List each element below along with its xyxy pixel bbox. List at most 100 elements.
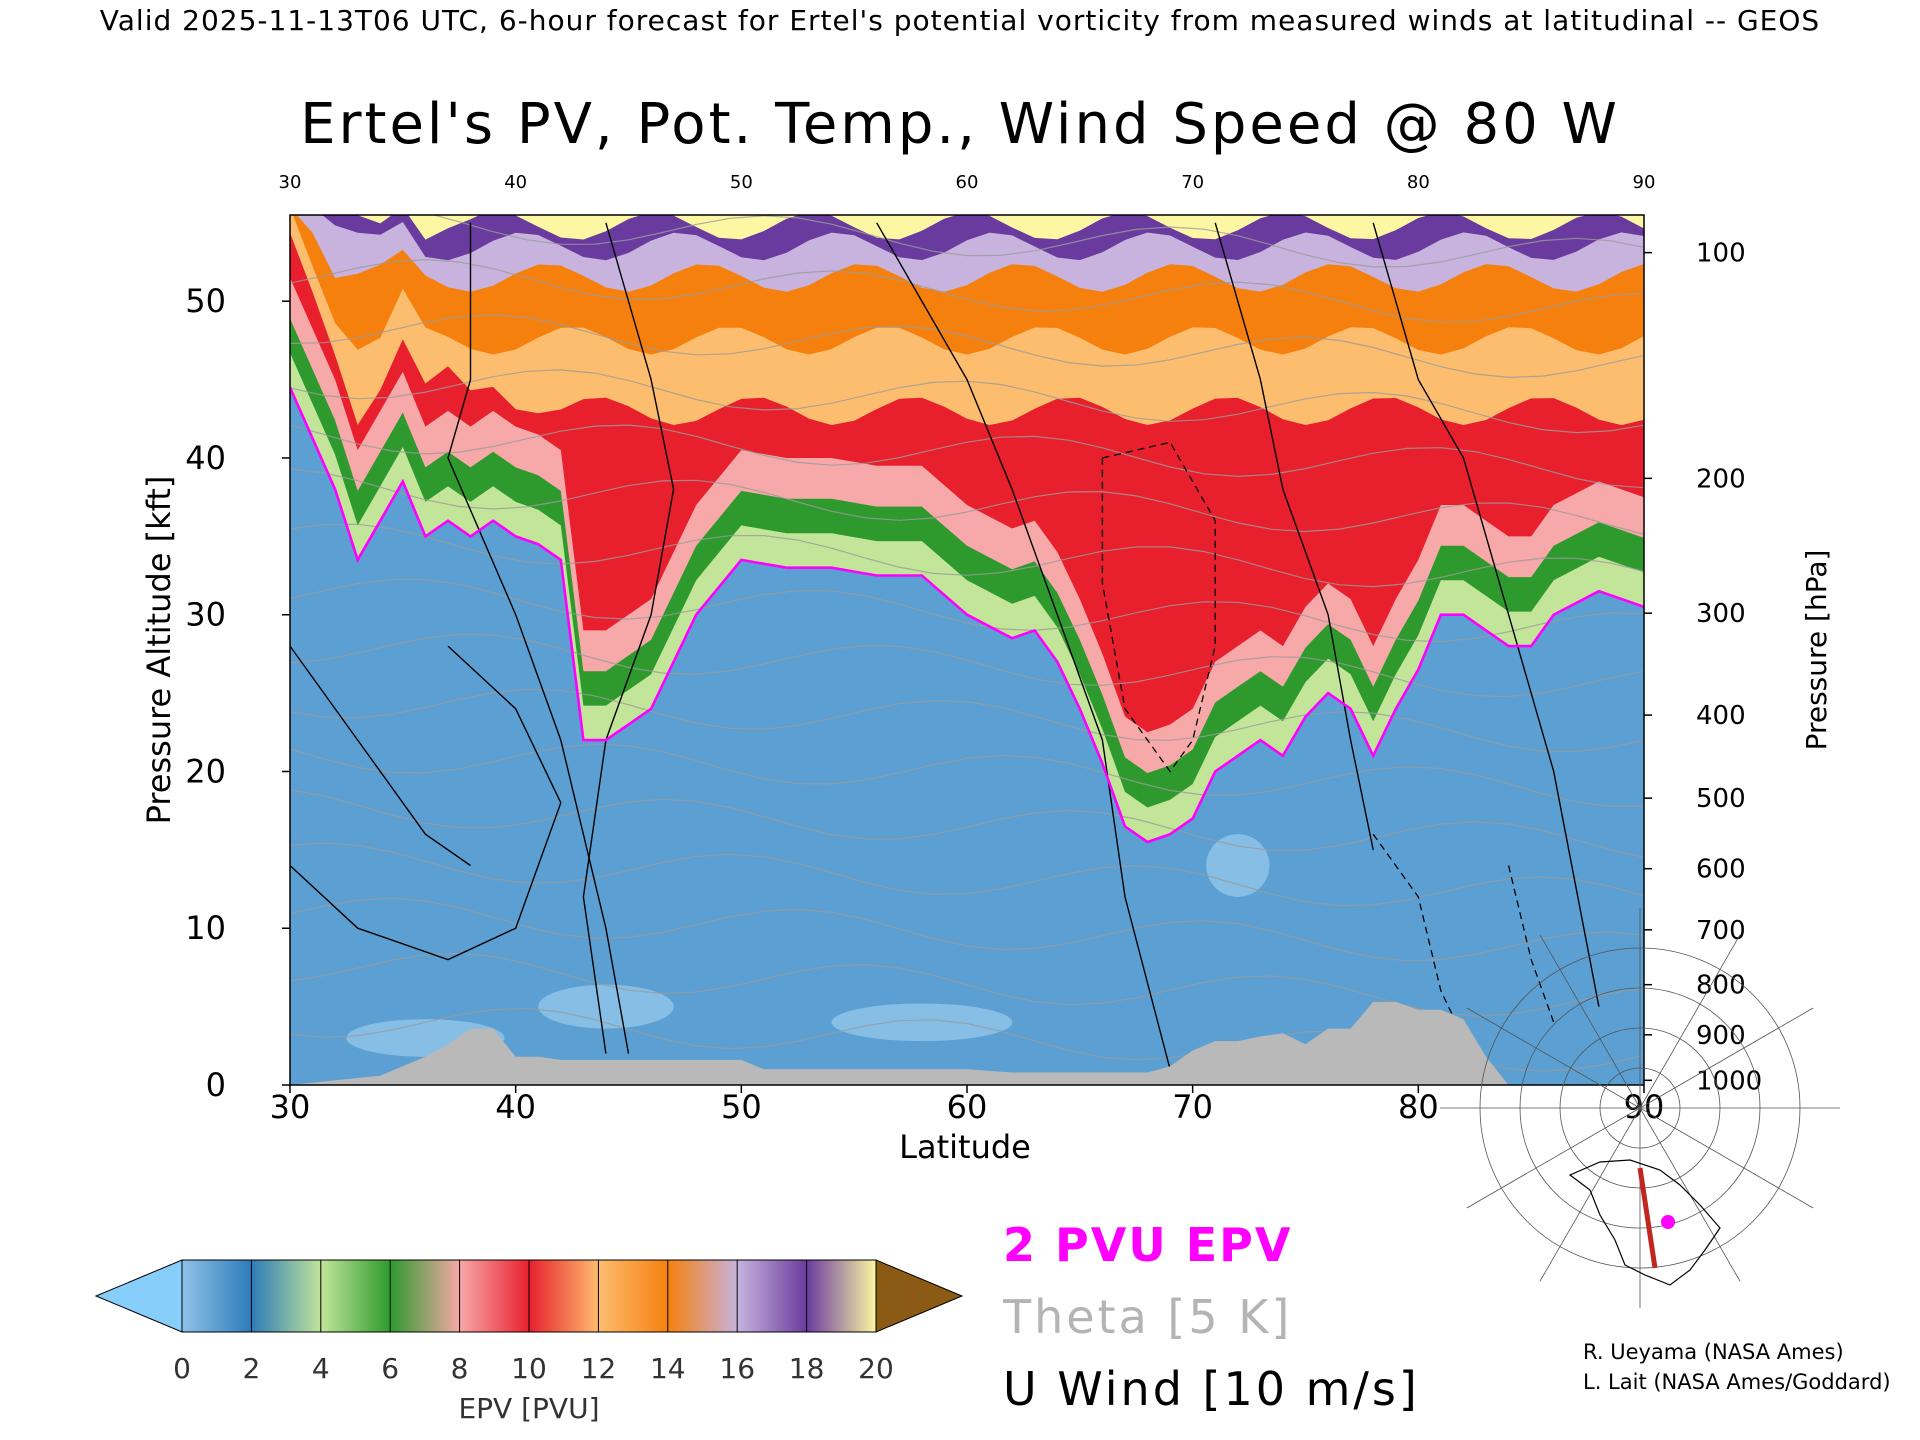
pv-2pvu-boundary [290,386,1644,844]
right-y-tick-label: 300 [1696,599,1746,629]
right-y-tick-label: 800 [1696,971,1746,1001]
x-tick-label: 30 [270,1088,311,1126]
right-y-axis-label: Pressure [hPa] [1800,550,1833,751]
theta-contour [290,688,1644,753]
x-tick-label: 80 [1398,1088,1439,1126]
colorbar-segment [667,1260,738,1332]
colorbar-segment [390,1260,461,1332]
colorbar-segment [598,1260,669,1332]
theta-contour [290,258,1644,323]
colorbar-segment [182,1260,252,1332]
top-x-tick-label: 70 [1181,172,1204,193]
inset-meridian [1639,1107,1814,1209]
inset-transect [1637,1167,1658,1269]
top-x-tick-label: 50 [730,172,753,193]
top-x-tick-label: 30 [279,172,302,193]
colorbar-tick-label: 6 [381,1352,399,1385]
pv-band-18-20 [290,215,1644,240]
credit-line-2: L. Lait (NASA Ames/Goddard) [1583,1370,1891,1394]
top-x-tick-label: 60 [956,172,979,193]
x-tick-label: 60 [947,1088,988,1126]
legend-u-wind: U Wind [10 m/s] [1003,1362,1420,1416]
colorbar-tick-label: 20 [858,1352,894,1385]
left-y-tick-label: 10 [185,909,226,947]
x-tick-label: 50 [721,1088,762,1126]
colorbar-tick-label: 2 [242,1352,260,1385]
colorbar-frame [181,1259,877,1333]
x-tick-label: 40 [495,1088,536,1126]
u-wind-contour-negative [1372,833,1465,1039]
right-y-tick-label: 400 [1696,701,1746,731]
right-y-tick-label: 100 [1696,239,1746,269]
pv-low-patch [538,984,674,1029]
inset-meridian [1466,1107,1641,1209]
top-x-tick-label: 40 [504,172,527,193]
chart-title: Ertel's PV, Pot. Temp., Wind Speed @ 80 … [300,92,1620,157]
u-wind-contour [876,222,1171,1070]
contour-overlays [290,215,1644,1085]
pv-low-patch [831,1003,1013,1042]
terrain [290,1001,1644,1085]
right-y-tick-label: 200 [1696,464,1746,494]
colorbar-over-arrow [875,1259,964,1333]
colorbar-tick-label: 0 [173,1352,191,1385]
left-y-tick-label: 30 [185,596,226,634]
legend-theta: Theta [5 K] [1003,1290,1293,1344]
right-y-tick-label: 900 [1696,1021,1746,1051]
theta-contour [290,468,1644,535]
x-axis-label: Latitude [899,1128,1031,1166]
right-y-tick-label: 1000 [1696,1066,1762,1096]
theta-contour [290,578,1644,643]
colorbar-tick-label: 18 [789,1352,825,1385]
colorbar-segment [737,1260,808,1332]
right-y-tick-label: 700 [1696,916,1746,946]
theta-contour [290,633,1644,698]
theta-contour [290,897,1644,962]
u-wind-contour-negative [1101,441,1216,773]
left-y-tick-label: 0 [206,1066,226,1104]
u-wind-contour [447,222,630,1054]
theta-contour [290,952,1644,1017]
pv-field-layer [290,215,1644,1085]
u-wind-contour [1214,222,1374,851]
inset-map [1440,908,1840,1308]
theta-contour [290,789,1644,859]
u-wind-contour-negative [1507,865,1555,1023]
u-wind-contour [290,645,471,867]
colorbar-tick-label: 12 [581,1352,617,1385]
left-y-tick-label: 50 [185,282,226,320]
inset-marker [1661,1215,1675,1229]
colorbar-under-arrow [94,1259,183,1333]
header-text: Valid 2025-11-13T06 UTC, 6-hour forecast… [99,4,1821,37]
inset-meridian [1539,1107,1641,1282]
u-wind-contour [582,222,675,1054]
colorbar-label: EPV [PVU] [458,1392,599,1425]
colorbar-tick-label: 16 [719,1352,755,1385]
colorbar-tick-label: 4 [312,1352,330,1385]
colorbar: 0 2 4 6 8 10 12 14 16 18 20 EPV [PVU] [94,1259,964,1425]
colorbar-segment [459,1260,530,1332]
x-tick-label: 90 [1624,1088,1665,1126]
theta-contour [290,424,1644,489]
top-x-tick-label: 80 [1407,172,1430,193]
colorbar-segment [320,1260,391,1332]
top-x-tick-label: 90 [1633,172,1656,193]
colorbar-segment [251,1260,322,1332]
inset-coastline [1568,1159,1721,1286]
colorbar-segment [529,1260,599,1332]
legend-epv-boundary: 2 PVU EPV [1003,1218,1293,1272]
left-y-axis-label: Pressure Altitude [kft] [140,476,178,825]
u-wind-contour [1372,222,1600,1007]
x-tick-label: 70 [1172,1088,1213,1126]
theta-contour [290,314,1644,379]
colorbar-segment [806,1260,877,1332]
theta-contour [290,523,1644,588]
inset-meridian [1639,934,1741,1109]
colorbar-tick-label: 10 [511,1352,547,1385]
u-wind-contour [290,645,562,961]
inset-meridian [1539,934,1641,1109]
credit-line-1: R. Ueyama (NASA Ames) [1583,1340,1844,1364]
right-y-tick-label: 600 [1696,855,1746,885]
